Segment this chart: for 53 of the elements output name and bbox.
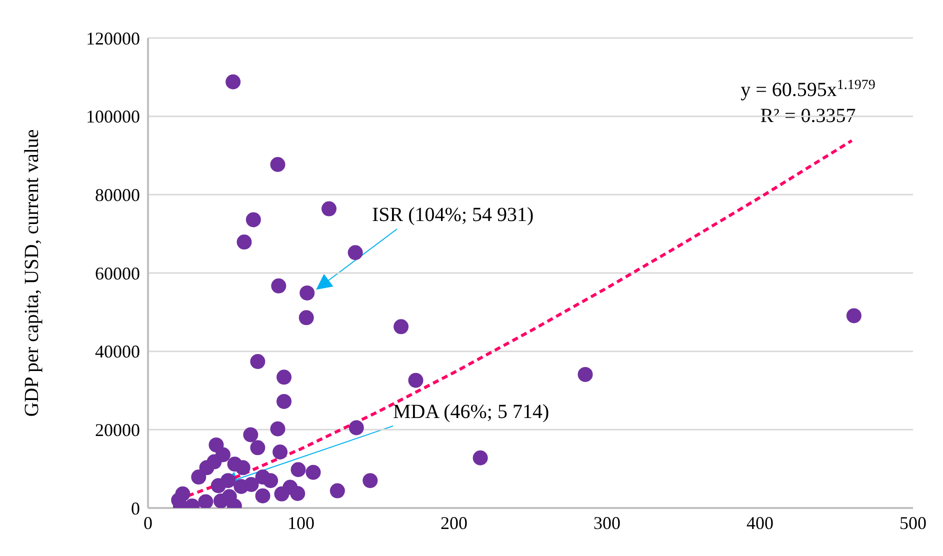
x-tick-label: 400	[746, 512, 774, 533]
point	[234, 478, 249, 494]
point	[290, 486, 306, 502]
point	[243, 427, 258, 442]
point	[348, 420, 364, 436]
annotation: y = 60.595x$^{1.1979}$	[740, 78, 876, 101]
point	[274, 486, 290, 502]
point	[846, 308, 862, 324]
point	[255, 488, 270, 504]
point	[226, 74, 241, 90]
point	[235, 460, 250, 476]
point	[298, 310, 314, 326]
y-tick-label: 100000	[86, 106, 140, 127]
point	[362, 473, 378, 488]
x-tick-label: 500	[900, 512, 926, 533]
point	[322, 201, 336, 216]
point	[246, 212, 261, 228]
point	[472, 450, 488, 466]
point	[408, 372, 424, 388]
point	[198, 494, 214, 508]
point	[270, 421, 286, 436]
point	[290, 462, 306, 478]
annotation: ISR (104%; 54 931)	[372, 204, 534, 226]
point	[236, 234, 252, 250]
point	[394, 319, 409, 334]
point	[271, 278, 286, 294]
point	[276, 394, 292, 409]
point	[263, 473, 278, 488]
annotation: MDA (46%; 5 714)	[393, 401, 550, 423]
point	[191, 470, 206, 485]
point	[272, 444, 288, 460]
y-tick-label: 60000	[95, 263, 140, 284]
point	[348, 245, 363, 260]
point	[199, 460, 214, 476]
x-tick-label: 200	[440, 512, 468, 533]
point	[270, 157, 286, 172]
point	[306, 464, 321, 480]
y-tick-label: 0	[131, 498, 140, 518]
y-tick-label: 40000	[95, 342, 140, 362]
point	[210, 478, 226, 494]
x-tick-label: 100	[288, 512, 314, 533]
y-axis-title: GDP per capita, USD, current value	[21, 129, 44, 417]
y-tick-label: 20000	[95, 420, 140, 440]
y-tick-label: 120000	[86, 28, 140, 48]
point	[250, 354, 266, 370]
point	[578, 366, 593, 382]
y-tick-label: 80000	[95, 185, 140, 206]
point	[250, 440, 266, 456]
x-tick-label: 300	[594, 512, 620, 533]
point	[300, 285, 315, 300]
point	[276, 370, 292, 385]
x-tick-label: 0	[144, 512, 152, 533]
point	[330, 483, 345, 498]
